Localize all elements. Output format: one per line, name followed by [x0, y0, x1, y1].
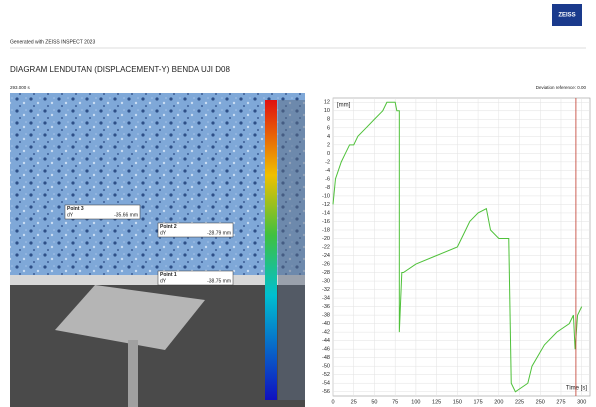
y-tick-label: -12: [322, 202, 330, 208]
y-tick-label: -44: [322, 338, 330, 344]
y-tick-label: -10: [322, 193, 330, 199]
x-tick-label: 175: [473, 399, 482, 405]
y-tick-label: -18: [322, 227, 330, 233]
x-tick-label: 275: [556, 399, 565, 405]
speckle-area: [10, 93, 305, 275]
point-axis: dY: [160, 230, 167, 236]
y-tick-label: -8: [325, 185, 330, 191]
point-name: Point 1: [160, 272, 177, 278]
y-tick-label: -36: [322, 304, 330, 310]
x-axis-label: Time [s]: [566, 386, 587, 392]
y-tick-label: -54: [322, 381, 330, 387]
color-bar: [265, 100, 277, 400]
logo: ZEISS: [558, 13, 575, 19]
y-tick-label: 0: [327, 151, 330, 157]
y-tick-label: -30: [322, 279, 330, 285]
y-tick-label: -2: [325, 159, 330, 165]
x-tick-label: 300: [577, 399, 586, 405]
chart: 12 10 8 6 4 2 0 -2 -4 -6 -8 -10 -12 -14 -16 -18 -20 -22 -2…: [322, 97, 591, 405]
y-tick-label: -24: [322, 253, 330, 259]
deviation-label: Deviation reference: 0.00: [536, 85, 587, 90]
y-tick-label: -4: [325, 168, 330, 174]
y-tick-label: -50: [322, 364, 330, 370]
y-tick-label: -34: [322, 296, 330, 302]
y-tick-label: -32: [322, 287, 330, 293]
y-axis-label: [mm]: [337, 103, 351, 109]
y-tick-label: 12: [324, 100, 330, 106]
x-tick-label: 0: [331, 399, 334, 405]
x-tick-label: 150: [453, 399, 462, 405]
y-tick-label: 10: [324, 108, 330, 114]
plate: [55, 285, 205, 350]
logo-box: [552, 4, 582, 26]
x-tick-label: 25: [351, 399, 357, 405]
point-axis: dY: [160, 278, 167, 284]
data-line: [332, 101, 583, 393]
y-tick-label: -52: [322, 372, 330, 378]
x-tick-label: 225: [515, 399, 524, 405]
y-tick-label: -20: [322, 236, 330, 242]
x-tick-label: 75: [392, 399, 398, 405]
y-tick-label: -56: [322, 389, 330, 395]
point-name: Point 3: [67, 206, 84, 212]
y-tick-label: -26: [322, 261, 330, 267]
y-tick-label: -28: [322, 270, 330, 276]
y-tick-label: -22: [322, 244, 330, 250]
generated-note: Generated with ZEISS INSPECT 2023: [10, 39, 95, 45]
point-value: -38.75 mm: [207, 278, 231, 284]
y-tick-label: -6: [325, 176, 330, 182]
edge: [10, 275, 305, 285]
color-bar-back: [278, 100, 305, 400]
point-axis: dY: [67, 212, 74, 218]
y-tick-label: -48: [322, 355, 330, 361]
y-tick-label: -42: [322, 330, 330, 336]
y-tick-label: 4: [327, 134, 330, 140]
rod: [128, 340, 138, 407]
point-box: [64, 204, 141, 220]
time-label: 293.000 s: [10, 85, 31, 90]
y-tick-label: 6: [327, 125, 330, 131]
y-tick-label: -40: [322, 321, 330, 327]
x-tick-label: 100: [411, 399, 420, 405]
y-tick-label: -38: [322, 313, 330, 319]
report-title: DIAGRAM LENDUTAN (DISPLACEMENT-Y) BENDA …: [10, 65, 230, 74]
y-tick-label: -46: [322, 347, 330, 353]
x-tick-label: 250: [536, 399, 545, 405]
point-box: [157, 270, 234, 286]
y-tick-label: -16: [322, 219, 330, 225]
point-value: -35.66 mm: [114, 212, 138, 218]
point-name: Point 2: [160, 224, 177, 230]
point-value: -28.79 mm: [207, 230, 231, 236]
x-tick-label: 125: [432, 399, 441, 405]
x-tick-label: 50: [371, 399, 377, 405]
point-box: [157, 222, 234, 238]
y-tick-label: -14: [322, 210, 330, 216]
x-tick-label: 200: [494, 399, 503, 405]
y-tick-label: 2: [327, 142, 330, 148]
y-tick-label: 8: [327, 117, 330, 123]
